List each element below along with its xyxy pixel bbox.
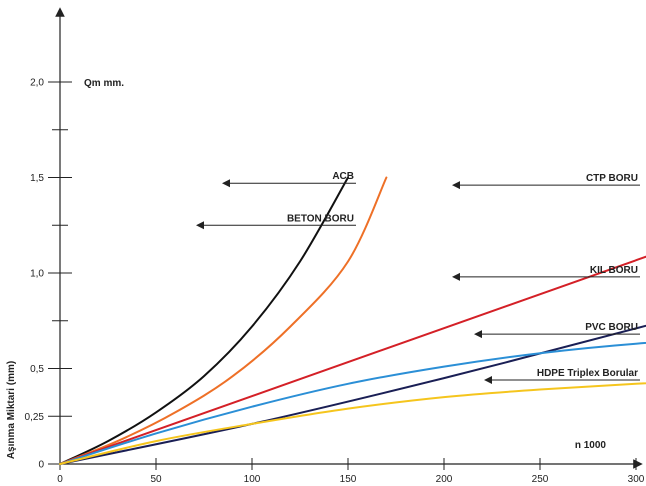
y-tick-label: 2,0 [30, 78, 44, 89]
callout-pvc-boru: PVC BORU [474, 322, 640, 339]
callout-arrowhead [222, 179, 230, 188]
callout-label: ACB [332, 171, 354, 182]
y-axis-title: Aşınma Miktari (mm) [6, 361, 17, 459]
y-tick-label: 0 [38, 460, 44, 471]
callout-arrowhead [452, 272, 460, 281]
series-line-kil-boru [59, 324, 646, 465]
callout-arrowhead [196, 221, 204, 230]
series-layer [59, 176, 646, 465]
callout-ctp-boru: CTP BORU [452, 173, 640, 190]
x-tick-label: 250 [532, 474, 549, 485]
x-tick-label: 200 [436, 474, 453, 485]
x-tick-label: 100 [244, 474, 261, 485]
callout-arrowhead [474, 330, 482, 339]
x-tick-label: 150 [340, 474, 357, 485]
y-tick-label: 0,25 [25, 412, 45, 423]
callout-label: HDPE Triplex Borular [537, 368, 638, 379]
x-tick-label: 50 [150, 474, 162, 485]
callout-label: BETON BORU [287, 213, 354, 224]
y-unit-label: Qm mm. [84, 78, 124, 89]
callout-kil-boru: KIL BORU [452, 265, 640, 281]
callout-label: PVC BORU [585, 322, 638, 333]
y-tick-label: 1,0 [30, 269, 44, 280]
callout-arrowhead [484, 375, 492, 384]
x-unit-label: n 1000 [575, 440, 607, 451]
callout-arrowhead [452, 181, 460, 190]
annotation-layer: ACB BETON BORU CTP BORU KIL BORU PVC BORU HDP… [196, 171, 640, 384]
series-line-acb [59, 176, 349, 465]
y-ticks: 0 0,25 0,5 1,0 1,5 2,0 [25, 78, 72, 471]
series-line-ctp-boru [59, 255, 646, 465]
callout-hdpe-triplex-borular: HDPE Triplex Borular [484, 368, 640, 384]
x-ticks: 050100150200250300350400450 [57, 458, 645, 485]
x-tick-label: 0 [57, 474, 63, 485]
callout-label: KIL BORU [590, 265, 638, 276]
series-line-beton-boru [59, 176, 388, 465]
series-line-pvc-boru [59, 341, 646, 465]
callout-beton-boru: BETON BORU [196, 213, 356, 230]
callout-label: CTP BORU [586, 173, 638, 184]
y-tick-label: 1,5 [30, 173, 44, 184]
series-line-hdpe-triplex-borular [59, 382, 646, 465]
callout-acb: ACB [222, 171, 356, 188]
y-tick-label: 0,5 [30, 364, 44, 375]
x-tick-label: 300 [628, 474, 645, 485]
